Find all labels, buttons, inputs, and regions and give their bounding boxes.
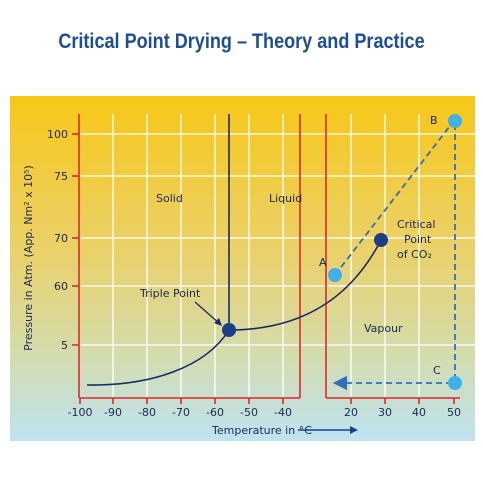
y-tick-label: 60: [54, 280, 68, 293]
y-tick-labels: 100 75 70 60 5: [47, 128, 68, 352]
x-tick-label: -60: [206, 406, 224, 419]
x-tick-label: -40: [274, 406, 292, 419]
axes: [72, 114, 460, 404]
x-tick-label: -80: [138, 406, 156, 419]
x-tick-label: -50: [240, 406, 258, 419]
point-a-marker: [328, 268, 342, 282]
x-axis-label: Temperature in °C: [211, 424, 312, 437]
phase-curves: [86, 114, 382, 386]
triple-point-pointer: [194, 301, 221, 325]
process-path: [332, 121, 456, 391]
region-vapour-label: Vapour: [364, 322, 403, 335]
x-tick-label: 40: [412, 406, 426, 419]
region-liquid-label: Liquid: [269, 192, 302, 205]
critical-point-label-2: Point: [404, 233, 432, 246]
point-b-label: B: [430, 114, 438, 127]
point-a-label: A: [319, 256, 327, 269]
x-tick-label: -70: [172, 406, 190, 419]
x-tick-label: 30: [378, 406, 392, 419]
x-tick-label: 50: [447, 406, 461, 419]
y-tick-label: 5: [61, 339, 68, 352]
region-solid-label: Solid: [156, 192, 183, 205]
critical-point-marker: [374, 233, 388, 247]
point-c-marker: [448, 376, 462, 390]
y-tick-label: 75: [54, 170, 68, 183]
page-title: Critical Point Drying – Theory and Pract…: [58, 30, 425, 53]
y-tick-label: 70: [54, 232, 68, 245]
x-tick-labels: -100 -90 -80 -70 -60 -50 -40 20 30 40 50: [68, 406, 461, 419]
grid: [80, 114, 475, 397]
critical-point-label-1: Critical: [397, 218, 435, 231]
path-a-b: [334, 121, 454, 276]
triple-point-label: Triple Point: [139, 287, 201, 300]
x-tick-label: -90: [104, 406, 122, 419]
critical-point-label-3: of CO₂: [397, 248, 432, 261]
x-tick-label: -100: [68, 406, 93, 419]
vapour-pressure-curve: [228, 239, 382, 331]
point-c-label: C: [433, 364, 441, 377]
point-b-marker: [448, 114, 462, 128]
sublimation-curve: [86, 329, 230, 386]
y-tick-label: 100: [47, 128, 68, 141]
triple-point-marker: [222, 323, 236, 337]
x-tick-label: 20: [344, 406, 358, 419]
y-axis-label: Pressure in Atm. (App. Nm² x 10⁵): [22, 165, 35, 351]
